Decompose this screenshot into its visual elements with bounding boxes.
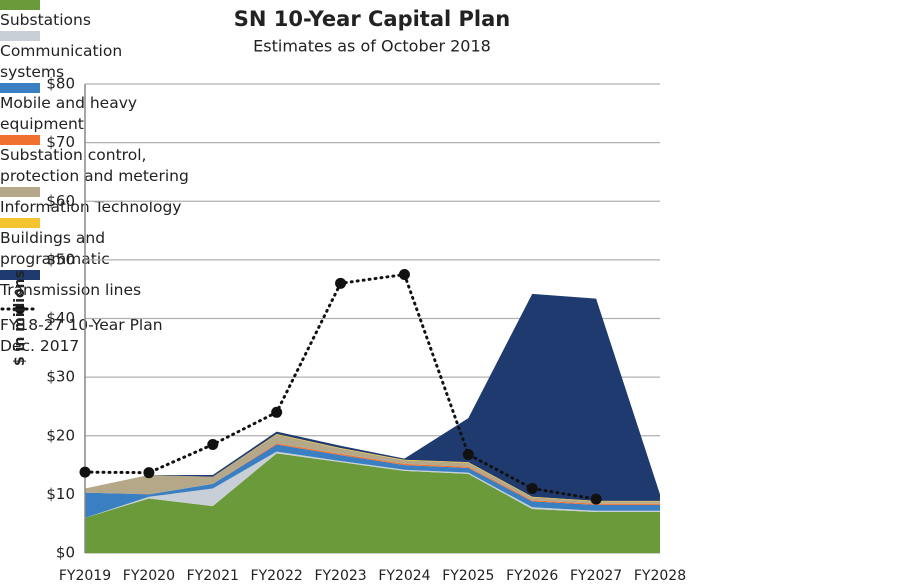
chart-subtitle: Estimates as of October 2018 <box>253 37 491 56</box>
x-tick-label: FY2023 <box>314 568 366 584</box>
x-tick-label: FY2028 <box>634 568 686 584</box>
y-tick-label: $50 <box>46 250 75 268</box>
y-tick-label: $60 <box>46 192 75 210</box>
y-tick-label: $20 <box>46 426 75 444</box>
x-tick-label: FY2024 <box>378 568 430 584</box>
y-axis-label: $ in millions <box>12 270 28 366</box>
x-tick-label: FY2019 <box>59 568 111 584</box>
y-tick-label: $70 <box>46 133 75 151</box>
area <box>85 453 660 553</box>
legend-marker <box>15 304 25 314</box>
x-tick-label: FY2021 <box>187 568 239 584</box>
legend-label: Mobile and heavy equipment <box>0 94 138 133</box>
legend-swatch <box>0 31 40 41</box>
legend-swatch <box>0 83 40 93</box>
legend-label: Communication systems <box>0 42 123 81</box>
line-marker <box>462 449 474 461</box>
legend-label: Buildings and programmatic <box>0 229 110 268</box>
line-marker <box>590 493 602 505</box>
chart-title: SN 10-Year Capital Plan <box>234 7 510 31</box>
legend-swatch <box>0 301 40 315</box>
y-tick-label: $30 <box>46 368 75 386</box>
y-tick-label: $0 <box>56 544 75 562</box>
area <box>85 451 660 518</box>
legend-swatch <box>0 218 40 228</box>
y-tick-label: $80 <box>46 75 75 93</box>
legend-label: Substations <box>0 11 91 29</box>
line-marker <box>335 277 347 289</box>
x-tick-label: FY2025 <box>442 568 494 584</box>
line-marker <box>271 406 283 418</box>
legend-swatch <box>0 135 40 145</box>
legend-item: Substations <box>0 0 920 31</box>
area <box>85 293 660 501</box>
y-tick-label: $10 <box>46 485 75 503</box>
legend-item: Substation control, protection and meter… <box>0 135 920 187</box>
legend-swatch <box>0 0 40 10</box>
area <box>85 444 660 518</box>
y-tick-label: $40 <box>46 309 75 327</box>
legend-swatch <box>0 270 40 280</box>
x-tick-label: FY2020 <box>123 568 175 584</box>
legend-label: Substation control, protection and meter… <box>0 146 189 185</box>
legend-item: Transmission lines <box>0 270 920 301</box>
legend-item: Communication systems <box>0 31 920 83</box>
legend-label: Information Technology <box>0 198 182 216</box>
line-marker <box>143 467 155 479</box>
line-marker <box>207 439 219 451</box>
legend-swatch <box>0 187 40 197</box>
line-marker <box>398 269 410 281</box>
legend-item: Information Technology <box>0 187 920 218</box>
line-marker <box>79 466 91 478</box>
legend-label: FY18-27 10-Year Plan Dec. 2017 <box>0 316 163 355</box>
legend-label: Transmission lines <box>0 281 142 299</box>
legend-item: Buildings and programmatic <box>0 218 920 270</box>
x-tick-label: FY2026 <box>506 568 558 584</box>
x-tick-label: FY2022 <box>251 568 303 584</box>
legend-item: Mobile and heavy equipment <box>0 83 920 135</box>
legend-item: FY18-27 10-Year Plan Dec. 2017 <box>0 301 920 357</box>
legend-line-icon <box>0 304 40 314</box>
x-tick-label: FY2027 <box>570 568 622 584</box>
line-marker <box>526 483 538 495</box>
